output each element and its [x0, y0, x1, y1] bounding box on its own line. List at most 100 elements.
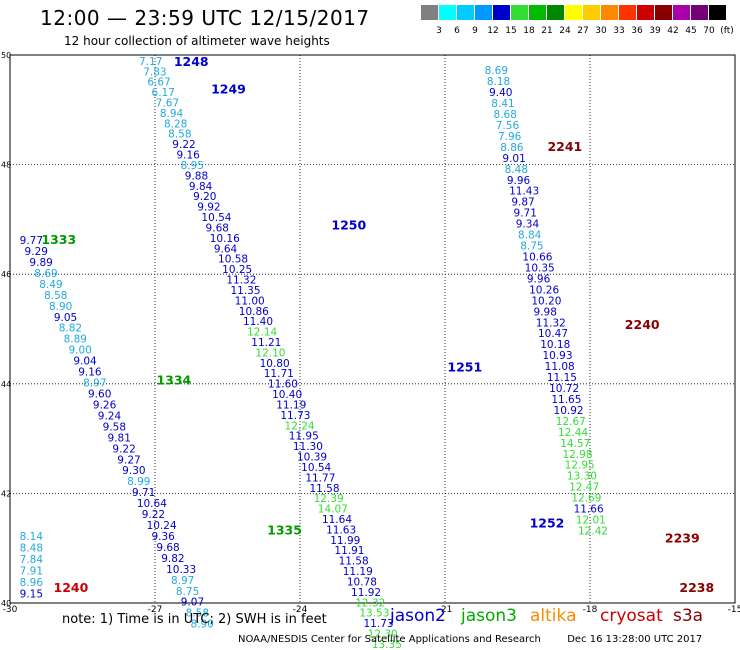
wave-height-value: 8.69	[34, 268, 57, 280]
color-swatch	[673, 5, 690, 20]
wave-height-value: 6.17	[152, 87, 175, 99]
wave-height-value: 10.39	[297, 452, 327, 464]
wave-height-value: 11.99	[330, 535, 360, 547]
wave-height-value: 11.35	[230, 285, 260, 297]
wave-height-value: 11.08	[545, 361, 575, 373]
wave-height-value: 12.42	[578, 526, 608, 538]
wave-height-value: 8.18	[487, 76, 510, 88]
wave-height-value: 7.17	[139, 56, 162, 68]
wave-height-value: 8.58	[44, 290, 67, 302]
credit-text: NOAA/NESDIS Center for Satellite Applica…	[238, 634, 702, 645]
x-tick-label: -27	[148, 605, 163, 615]
credit-org: NOAA/NESDIS Center for Satellite Applica…	[238, 634, 541, 645]
wave-height-value: 10.93	[542, 350, 572, 362]
x-tick-label: -30	[3, 605, 18, 615]
wave-height-value: 10.54	[201, 212, 231, 224]
color-swatch	[691, 5, 708, 20]
wave-height-value: 9.40	[489, 87, 512, 99]
wave-height-value: 12.01	[576, 515, 606, 527]
wave-height-value: 13.30	[567, 471, 597, 483]
y-tick-label: 42	[1, 489, 11, 498]
wave-height-value: 10.78	[347, 576, 377, 588]
color-scale-label: 12	[487, 26, 499, 36]
pass-label: 1250	[331, 217, 366, 232]
plot-frame	[9, 54, 736, 604]
wave-height-value: 8.82	[59, 323, 82, 335]
color-scale-label: 24	[559, 26, 571, 36]
wave-height-value: 8.14	[20, 531, 44, 543]
wave-height-value: 9.22	[142, 509, 165, 521]
wave-height-value: 11.00	[235, 295, 265, 307]
wave-height-value: 11.30	[293, 441, 323, 453]
wave-height-value: 7.67	[156, 98, 179, 110]
wave-height-value: 10.35	[525, 262, 555, 274]
pass-label: 2240	[625, 317, 660, 332]
wave-height-value: 9.64	[214, 243, 238, 255]
wave-height-value: 9.16	[176, 150, 200, 162]
wave-height-value: 14.57	[560, 438, 590, 450]
wave-height-value: 11.91	[334, 545, 364, 557]
color-scale-label: 42	[667, 26, 679, 36]
color-swatch	[565, 5, 582, 20]
wave-height-value: 9.96	[507, 175, 531, 187]
color-scale-label: 15	[505, 26, 517, 36]
wave-height-value: 9.84	[189, 181, 213, 193]
wave-height-value: 7.84	[20, 554, 44, 566]
legend-altika: altika	[530, 606, 577, 626]
wave-height-value: 9.26	[93, 399, 117, 411]
wave-height-value: 8.84	[518, 230, 542, 242]
wave-height-value: 11.64	[322, 514, 352, 526]
wave-height-value: 10.58	[218, 254, 248, 266]
wave-height-value: 12.98	[562, 449, 592, 461]
wave-height-value: 10.92	[554, 405, 584, 417]
y-tick-label: 48	[1, 161, 11, 170]
wave-height-value: 9.22	[112, 443, 135, 455]
wave-height-value: 9.16	[78, 367, 102, 379]
wave-height-value: 10.24	[147, 520, 177, 532]
wave-height-value: 8.75	[176, 586, 199, 598]
color-swatch	[439, 5, 456, 20]
wave-height-value: 8.97	[83, 378, 106, 390]
wave-height-value: 13.53	[359, 608, 389, 620]
legend-s3a: s3a	[673, 606, 704, 626]
wave-height-value: 7.91	[20, 566, 43, 578]
wave-height-value: 12.44	[558, 427, 588, 439]
wave-height-value: 9.58	[103, 421, 126, 433]
color-scale-label: 18	[523, 26, 535, 36]
wave-height-value: 9.15	[20, 589, 43, 601]
wave-height-value: 8.99	[127, 476, 150, 488]
wave-height-value: 12.67	[556, 416, 586, 428]
wave-height-value: 9.34	[516, 219, 540, 231]
wave-height-value: 8.49	[39, 279, 62, 291]
y-tick-label: 44	[1, 380, 11, 389]
color-scale-label: (ft)	[720, 26, 734, 36]
wave-height-value: 10.66	[522, 252, 552, 264]
wave-height-value: 9.36	[151, 531, 175, 543]
pass-label: 1334	[156, 372, 191, 387]
pass-label: 1252	[530, 515, 565, 530]
wave-height-value: 9.60	[88, 389, 111, 401]
color-scale-label: 39	[649, 26, 661, 36]
wave-height-value: 10.86	[239, 306, 269, 318]
wave-height-value: 9.92	[197, 202, 220, 214]
wave-height-value: 10.40	[272, 389, 302, 401]
wave-height-value: 9.89	[29, 257, 52, 269]
color-scale-label: 33	[613, 26, 625, 36]
wave-height-value: 11.63	[326, 524, 356, 536]
wave-height-value: 8.58	[168, 129, 191, 141]
wave-height-value: 8.58	[186, 608, 209, 620]
x-tick-label: -18	[583, 605, 598, 615]
wave-height-value: 9.81	[108, 432, 131, 444]
wave-height-value: 11.40	[243, 316, 273, 328]
wave-height-value: 10.18	[540, 339, 570, 351]
wave-height-value: 12.69	[571, 493, 601, 505]
color-scale-label: 27	[577, 26, 589, 36]
note-text: note: 1) Time is in UTC; 2) SWH is in fe…	[62, 612, 327, 627]
wave-height-value: 11.71	[264, 368, 294, 380]
wave-height-value: 11.73	[280, 410, 310, 422]
wave-height-value: 9.71	[514, 208, 537, 220]
wave-height-value: 8.96	[20, 577, 44, 589]
wave-height-value: 9.27	[117, 454, 140, 466]
wave-height-value: 12.24	[285, 420, 315, 432]
wave-height-value: 11.66	[574, 504, 604, 516]
